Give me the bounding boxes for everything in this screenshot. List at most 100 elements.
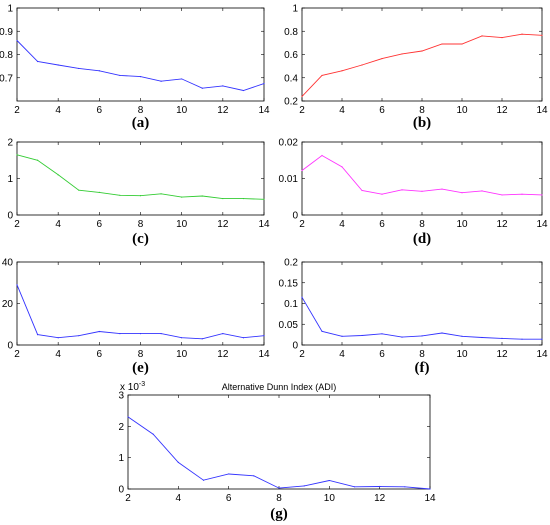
data-point [16,39,18,42]
data-point [501,194,503,196]
data-point [202,479,205,481]
x-tick-label: 12 [496,105,508,116]
data-point [278,487,280,489]
data-point [201,195,203,197]
y-tick-label: 20 [2,299,14,310]
x-tick-label: 6 [97,105,103,116]
subfigure-label: (f) [415,360,430,376]
data-point [441,188,443,190]
subfigure-label: (b) [413,115,431,131]
data-point [57,174,59,176]
data-point [228,473,230,475]
x-tick-label: 6 [379,349,385,360]
series-line [301,33,543,97]
y-tick-label: 0.4 [284,73,298,84]
y-tick-label: 0.01 [279,174,299,185]
y-tick-label: 0 [118,485,124,496]
data-point [98,330,100,333]
x-tick-label: 12 [217,105,229,116]
data-point [201,338,203,340]
subfigure-label: (g) [270,506,288,522]
data-point [501,337,503,339]
x-tick-label: 14 [424,493,436,504]
y-tick-label: 0.05 [279,320,299,331]
x-tick-label: 12 [496,349,508,360]
x-tick-label: 14 [536,105,548,116]
data-point [381,193,383,195]
data-point [98,191,100,193]
data-point [36,334,39,336]
data-point [541,34,543,36]
x-tick-label: 4 [339,349,345,360]
plot-frame [301,7,543,102]
x-tick-label: 10 [456,105,468,116]
data-point [321,154,323,157]
data-point [421,335,423,337]
data-point [501,37,503,39]
data-point [301,296,303,298]
subfigure-label: (d) [413,231,431,247]
data-point [441,43,443,45]
data-point [201,87,203,89]
data-point [401,53,403,55]
data-point [328,479,330,482]
x-tick-label: 8 [419,219,425,230]
data-point [139,75,142,78]
data-point [119,194,121,196]
data-point [160,193,162,195]
data-point [421,50,423,52]
x-tick-label: 2 [299,105,305,116]
data-point [361,64,363,66]
data-point [301,95,303,97]
axis-exponent-power: -3 [139,381,145,388]
y-tick-label: 0 [292,211,298,222]
data-point [379,485,381,488]
y-tick-label: 2 [118,422,124,433]
data-point [361,189,363,192]
series-line [16,284,265,340]
y-tick-label: 1 [7,174,13,185]
x-tick-label: 10 [176,349,188,360]
y-tick-label: 0.8 [0,50,13,61]
x-tick-label: 10 [176,219,188,230]
subfigure-label: (e) [132,360,149,376]
x-tick-label: 2 [299,349,305,360]
data-point [521,338,523,340]
data-point [160,80,162,82]
x-tick-label: 10 [456,349,468,360]
data-point [541,194,543,196]
data-point [36,60,39,63]
x-tick-label: 8 [419,105,425,116]
data-point [242,337,245,339]
chart-title: Alternative Dunn Index (ADI) [222,382,337,392]
y-tick-label: 1 [292,4,298,15]
data-point [78,67,80,70]
x-tick-label: 12 [374,493,386,504]
x-tick-label: 14 [258,349,270,360]
plot-frame [301,141,543,216]
data-point [16,154,18,156]
data-point [353,486,356,488]
data-point [16,284,18,286]
data-point [301,169,303,172]
data-point [341,335,343,337]
data-point [119,74,121,77]
x-tick-label: 4 [176,493,182,504]
x-tick-label: 6 [379,219,385,230]
y-tick-label: 0.1 [284,299,298,310]
x-tick-label: 4 [55,219,61,230]
axis-exponent-base: x 10 [120,382,139,393]
plot-frame [301,261,543,346]
data-point [119,332,121,335]
data-point [152,433,154,435]
data-point [181,196,183,198]
data-point [57,337,59,339]
data-point [263,198,265,200]
x-tick-label: 14 [536,349,548,360]
y-tick-label: 0 [7,341,13,352]
data-point [521,33,523,35]
x-tick-label: 4 [55,105,61,116]
x-tick-label: 2 [14,105,20,116]
